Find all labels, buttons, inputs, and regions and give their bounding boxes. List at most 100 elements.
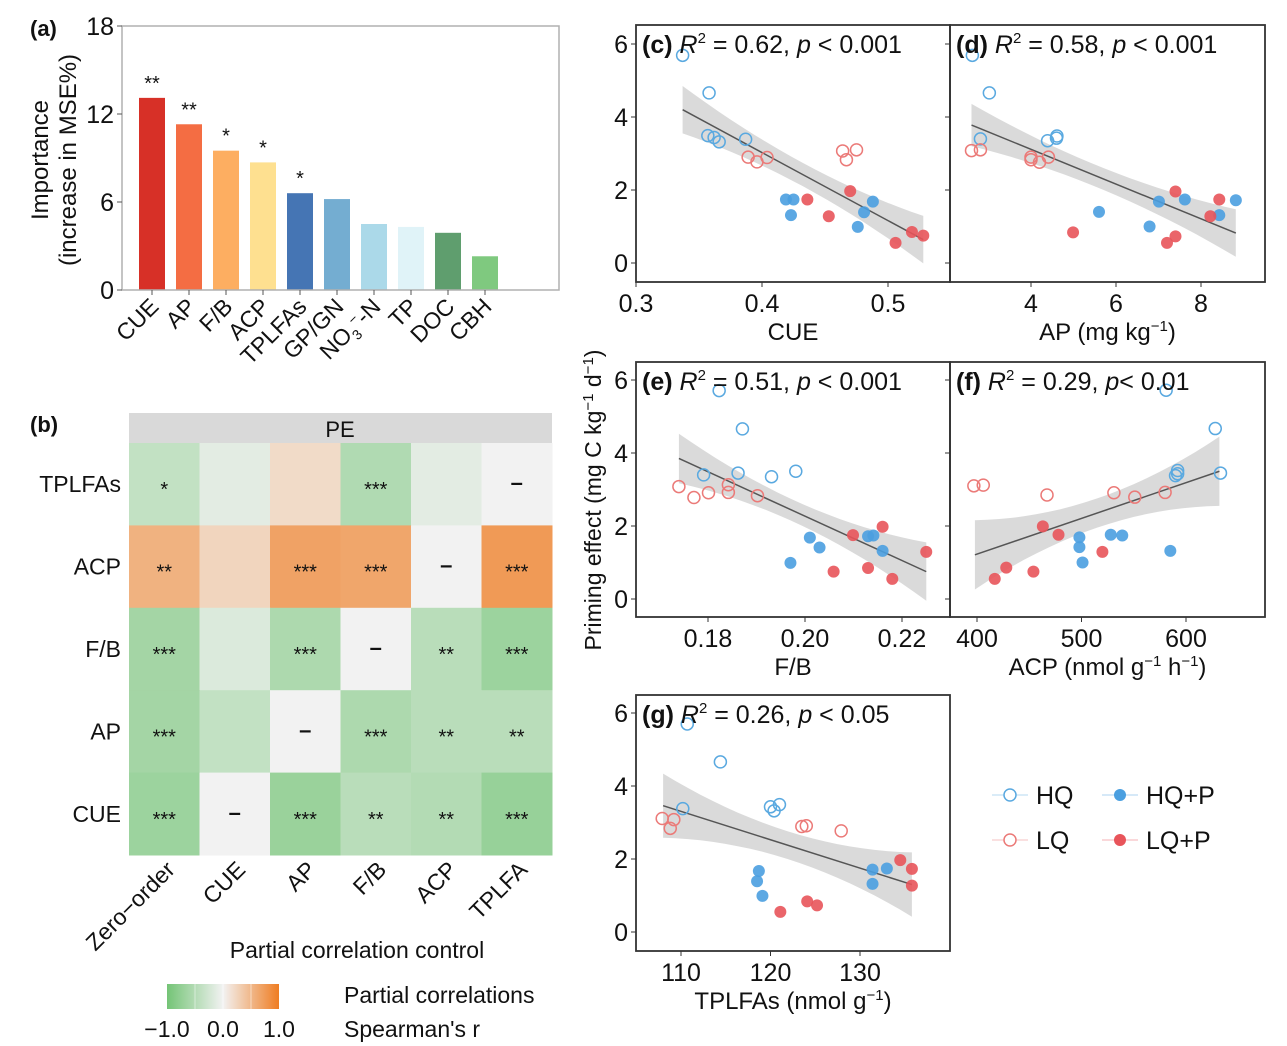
heatmap-col-label: F/B [348, 856, 392, 900]
point-lq [976, 478, 991, 492]
legend-marker [1003, 788, 1017, 802]
y-tick-label: 0 [614, 586, 628, 614]
point-lq-plus-p [920, 545, 933, 558]
scatter-panel-c: 0 2 4 6 0.3 0.4 0.5 CUE (c) R2 = 0.62, p < 0.001 [614, 24, 951, 346]
y-tick-label: 6 [614, 700, 628, 728]
regression-line [682, 109, 924, 241]
point-hq [680, 717, 695, 731]
heatmap-cell-annotation: * [160, 479, 168, 501]
regression-line [971, 124, 1237, 234]
heatmap-cell-annotation: ** [156, 562, 172, 584]
point-lq-plus-p [844, 185, 857, 198]
point-hq-plus-p [1093, 205, 1105, 218]
shared-ylabel: Priming effect (mg C kg−1 d−1) [580, 350, 607, 651]
scatter-frame [949, 24, 1266, 283]
point-hq-plus-p [866, 877, 879, 890]
point-lq [667, 812, 681, 827]
panel-label: (d) [956, 31, 995, 59]
heatmap-row-label: AP [90, 718, 121, 744]
legend: HQ HQ+P LQ LQ+P [992, 782, 1215, 855]
bar-tplfas [287, 193, 313, 290]
point-lq-plus-p [1036, 520, 1049, 533]
heatmap-cell [411, 772, 482, 856]
heatmap-cell [270, 690, 341, 774]
heatmap-cell [411, 443, 482, 526]
bar-gp-gn [324, 199, 350, 290]
heatmap-cell [481, 607, 553, 691]
point-hq-plus-p [784, 556, 797, 569]
heatmap-cell-annotation: *** [294, 562, 318, 584]
bar-ylabel-line1: Importance [27, 100, 54, 220]
bar-f-b [213, 150, 239, 290]
colorbar-tick-0: 0.0 [207, 1016, 239, 1042]
legend-label: HQ+P [1146, 782, 1215, 810]
x-tick-label: 4 [1024, 290, 1038, 318]
y-tick-label: 4 [614, 104, 628, 132]
heatmap-col-label: AP [281, 856, 321, 896]
heatmap-cell-annotation: *** [153, 726, 177, 748]
heatmap-cell-annotation: *** [505, 809, 529, 831]
point-hq-plus-p [752, 865, 765, 878]
heatmap-cell [129, 525, 200, 609]
legend-item-lq-plus-p: LQ+P [1102, 827, 1211, 855]
heatmap-cell [270, 772, 341, 856]
heatmap-cell [340, 690, 412, 774]
point-lq [973, 143, 988, 157]
y-tick-label: 2 [614, 846, 628, 874]
point-lq-plus-p [827, 565, 840, 578]
heatmap-row-label: F/B [85, 636, 121, 662]
legend-marker [1114, 834, 1126, 846]
panel-stat-annotation: (g) R2 = 0.26, p < 0.05 [642, 700, 889, 729]
heatmap-cell [411, 607, 482, 691]
point-lq-plus-p [862, 561, 875, 574]
heatmap-cell [340, 607, 412, 691]
point-hq-plus-p [1104, 528, 1117, 541]
point-lq-plus-p [1213, 193, 1226, 206]
scatter-panel-e: 0 2 4 6 0.18 0.20 0.22 F/B (e) R2 = 0.51, p < 0.… [614, 361, 951, 681]
bar-acp [250, 162, 276, 290]
heatmap-cell [481, 443, 553, 526]
panel-label: (c) [642, 31, 680, 59]
scatter-frame [949, 361, 1266, 618]
panel-stat-annotation: (f) R2 = 0.29, p< 0.01 [956, 367, 1189, 396]
colorbar-title-line2: Spearman's r [344, 1016, 480, 1042]
point-lq [701, 486, 716, 500]
bar-ap [176, 124, 202, 291]
heatmap-cell [411, 525, 482, 609]
heatmap-cell-annotation: *** [364, 726, 388, 748]
point-lq-plus-p [905, 225, 918, 238]
point-hq [713, 755, 728, 769]
heatmap-cell [129, 690, 200, 774]
confidence-band [678, 433, 927, 601]
point-lq-plus-p [1161, 236, 1173, 249]
bar-x-tick-label: CBH [444, 293, 497, 346]
point-lq-plus-p [988, 572, 1001, 585]
point-hq-plus-p [1164, 544, 1177, 557]
point-lq-plus-p [847, 529, 860, 542]
bar-significance-label: ** [181, 99, 197, 121]
point-hq-plus-p [1143, 220, 1156, 233]
point-hq-plus-p [784, 209, 797, 222]
heatmap-cell [199, 690, 271, 774]
heatmap-col-label: CUE [198, 856, 251, 909]
regression-line [974, 470, 1220, 556]
point-lq [799, 819, 814, 833]
heatmap-cell [411, 690, 482, 774]
point-lq [672, 479, 686, 494]
x-axis-label: ACP (nmol g−1 h−1) [1009, 653, 1207, 681]
legend-item-hq: HQ [992, 782, 1074, 810]
point-hq-plus-p [787, 193, 800, 206]
heatmap-row-label: CUE [72, 801, 121, 827]
point-lq-plus-p [894, 854, 907, 867]
heatmap-panel-b: (b) PE * *** –** *** *** – ****** *** – ** ****** –… [30, 412, 553, 1042]
point-lq-plus-p [1169, 230, 1182, 243]
point-lq [795, 819, 809, 834]
point-hq [712, 135, 726, 149]
heatmap-col-label: TPLFA [464, 856, 533, 925]
heatmap-cell-annotation: ** [509, 726, 525, 748]
point-hq-plus-p [1076, 556, 1089, 569]
bar-y-tick-label: 12 [86, 101, 114, 129]
